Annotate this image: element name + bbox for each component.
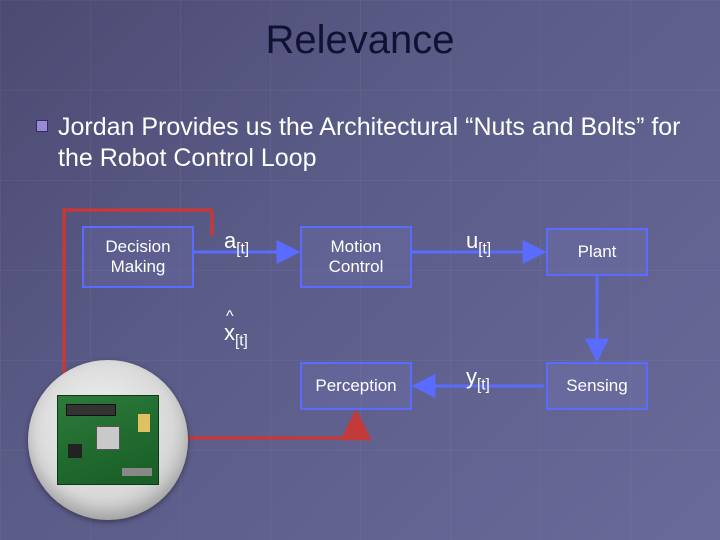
edge-sub: [t]: [477, 376, 490, 393]
chip-icon: [138, 414, 150, 432]
edge-var: x: [224, 320, 235, 345]
bullet-item: Jordan Provides us the Architectural “Nu…: [36, 112, 696, 175]
edge-label-xhat: x[t]: [224, 320, 248, 350]
edge-var: a: [224, 228, 236, 253]
node-label: MotionControl: [329, 237, 384, 276]
edge-var: y: [466, 364, 477, 389]
edge-label-y: y[t]: [466, 364, 490, 394]
node-motion-control: MotionControl: [300, 226, 412, 288]
edge-var: u: [466, 228, 478, 253]
page-title: Relevance: [0, 18, 720, 63]
node-label: Plant: [578, 242, 617, 262]
edge-label-u: u[t]: [466, 228, 491, 258]
node-sensing: Sensing: [546, 362, 648, 410]
node-label: Sensing: [566, 376, 627, 396]
node-decision-making: DecisionMaking: [82, 226, 194, 288]
bullet-icon: [36, 120, 48, 132]
edge-label-a: a[t]: [224, 228, 249, 258]
node-label: Perception: [315, 376, 396, 396]
motherboard-icon: [57, 395, 159, 485]
node-label: DecisionMaking: [105, 237, 170, 276]
chip-icon: [122, 468, 152, 476]
node-perception: Perception: [300, 362, 412, 410]
chip-icon: [68, 444, 82, 458]
bullet-text: Jordan Provides us the Architectural “Nu…: [58, 112, 696, 175]
node-plant: Plant: [546, 228, 648, 276]
hardware-photo: [28, 360, 188, 520]
edge-sub: [t]: [236, 240, 249, 257]
edge-sub: [t]: [235, 332, 248, 349]
edge-sub: [t]: [478, 240, 491, 257]
